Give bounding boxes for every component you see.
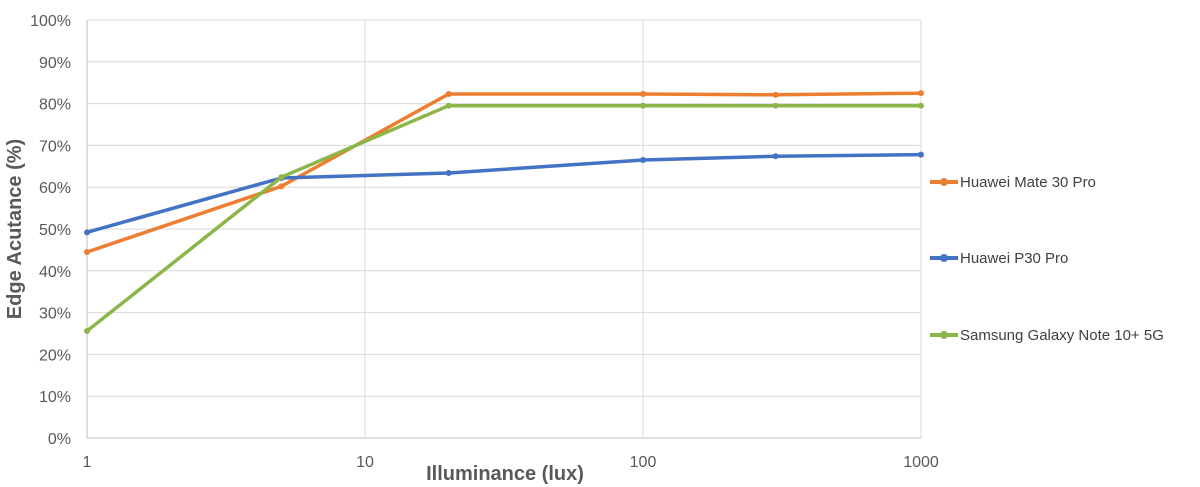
data-point [84,327,90,334]
legend-item-samsung-galaxy-note-10-plus-5g: Samsung Galaxy Note 10+ 5G [930,325,1164,345]
legend-item-huawei-p30-pro: Huawei P30 Pro [930,248,1068,268]
series-line [85,91,923,254]
x-tick-label: 1 [83,454,92,471]
series-2 [84,102,924,334]
y-tick-label: 80% [39,97,71,114]
data-point [445,90,452,97]
data-point [918,102,924,109]
legend-swatch-huawei-p30-pro [930,254,958,262]
legend-label: Huawei P30 Pro [960,249,1069,267]
data-point [772,91,779,98]
data-point [772,102,779,109]
y-tick-label: 50% [39,222,71,239]
data-point [84,229,90,236]
legend-item-huawei-mate-30-pro: Huawei Mate 30 Pro [930,172,1096,192]
y-tick-label: 100% [30,13,71,30]
y-tick-label: 70% [39,138,71,155]
legend-swatch-huawei-mate-30-pro [930,178,958,186]
data-point [640,90,646,97]
y-tick-label: 40% [39,264,71,281]
y-tick-label: 60% [39,180,71,197]
data-point [918,151,924,158]
series-line [85,103,923,333]
data-point [278,183,285,190]
data-point [445,102,452,109]
y-tick-label: 10% [39,389,71,406]
y-tick-label: 20% [39,347,71,364]
x-tick-label: 1000 [903,454,939,471]
y-tick-label: 0% [48,431,71,448]
y-tick-label: 90% [39,55,71,72]
series-lines [84,90,924,334]
y-tick-label: 30% [39,306,71,323]
legend-swatch-samsung-galaxy-note-10-plus-5g [930,331,958,339]
y-axis-title: Edge Acutance (%) [4,139,26,319]
legend-label: Samsung Galaxy Note 10+ 5G [960,326,1164,344]
axes [86,20,921,439]
series-1 [84,151,924,236]
data-point [640,102,646,109]
y-axis-tick-labels: 0% 10% 20% 30% 40% 50% 60% 70% 80% 90% 100% [30,13,71,448]
data-point [445,169,452,176]
data-point [278,174,285,181]
series-line [85,152,923,235]
data-point [640,157,646,164]
x-axis-title: Illuminance (lux) [426,463,584,485]
x-tick-label: 10 [356,454,374,471]
series-0 [84,90,924,255]
legend-label: Huawei Mate 30 Pro [960,173,1096,191]
gridlines [87,19,922,438]
data-point [918,90,924,97]
data-point [84,248,90,255]
data-point [772,153,779,160]
x-axis-tick-labels: 1 10 100 1000 [83,454,939,471]
x-tick-label: 100 [630,454,657,471]
